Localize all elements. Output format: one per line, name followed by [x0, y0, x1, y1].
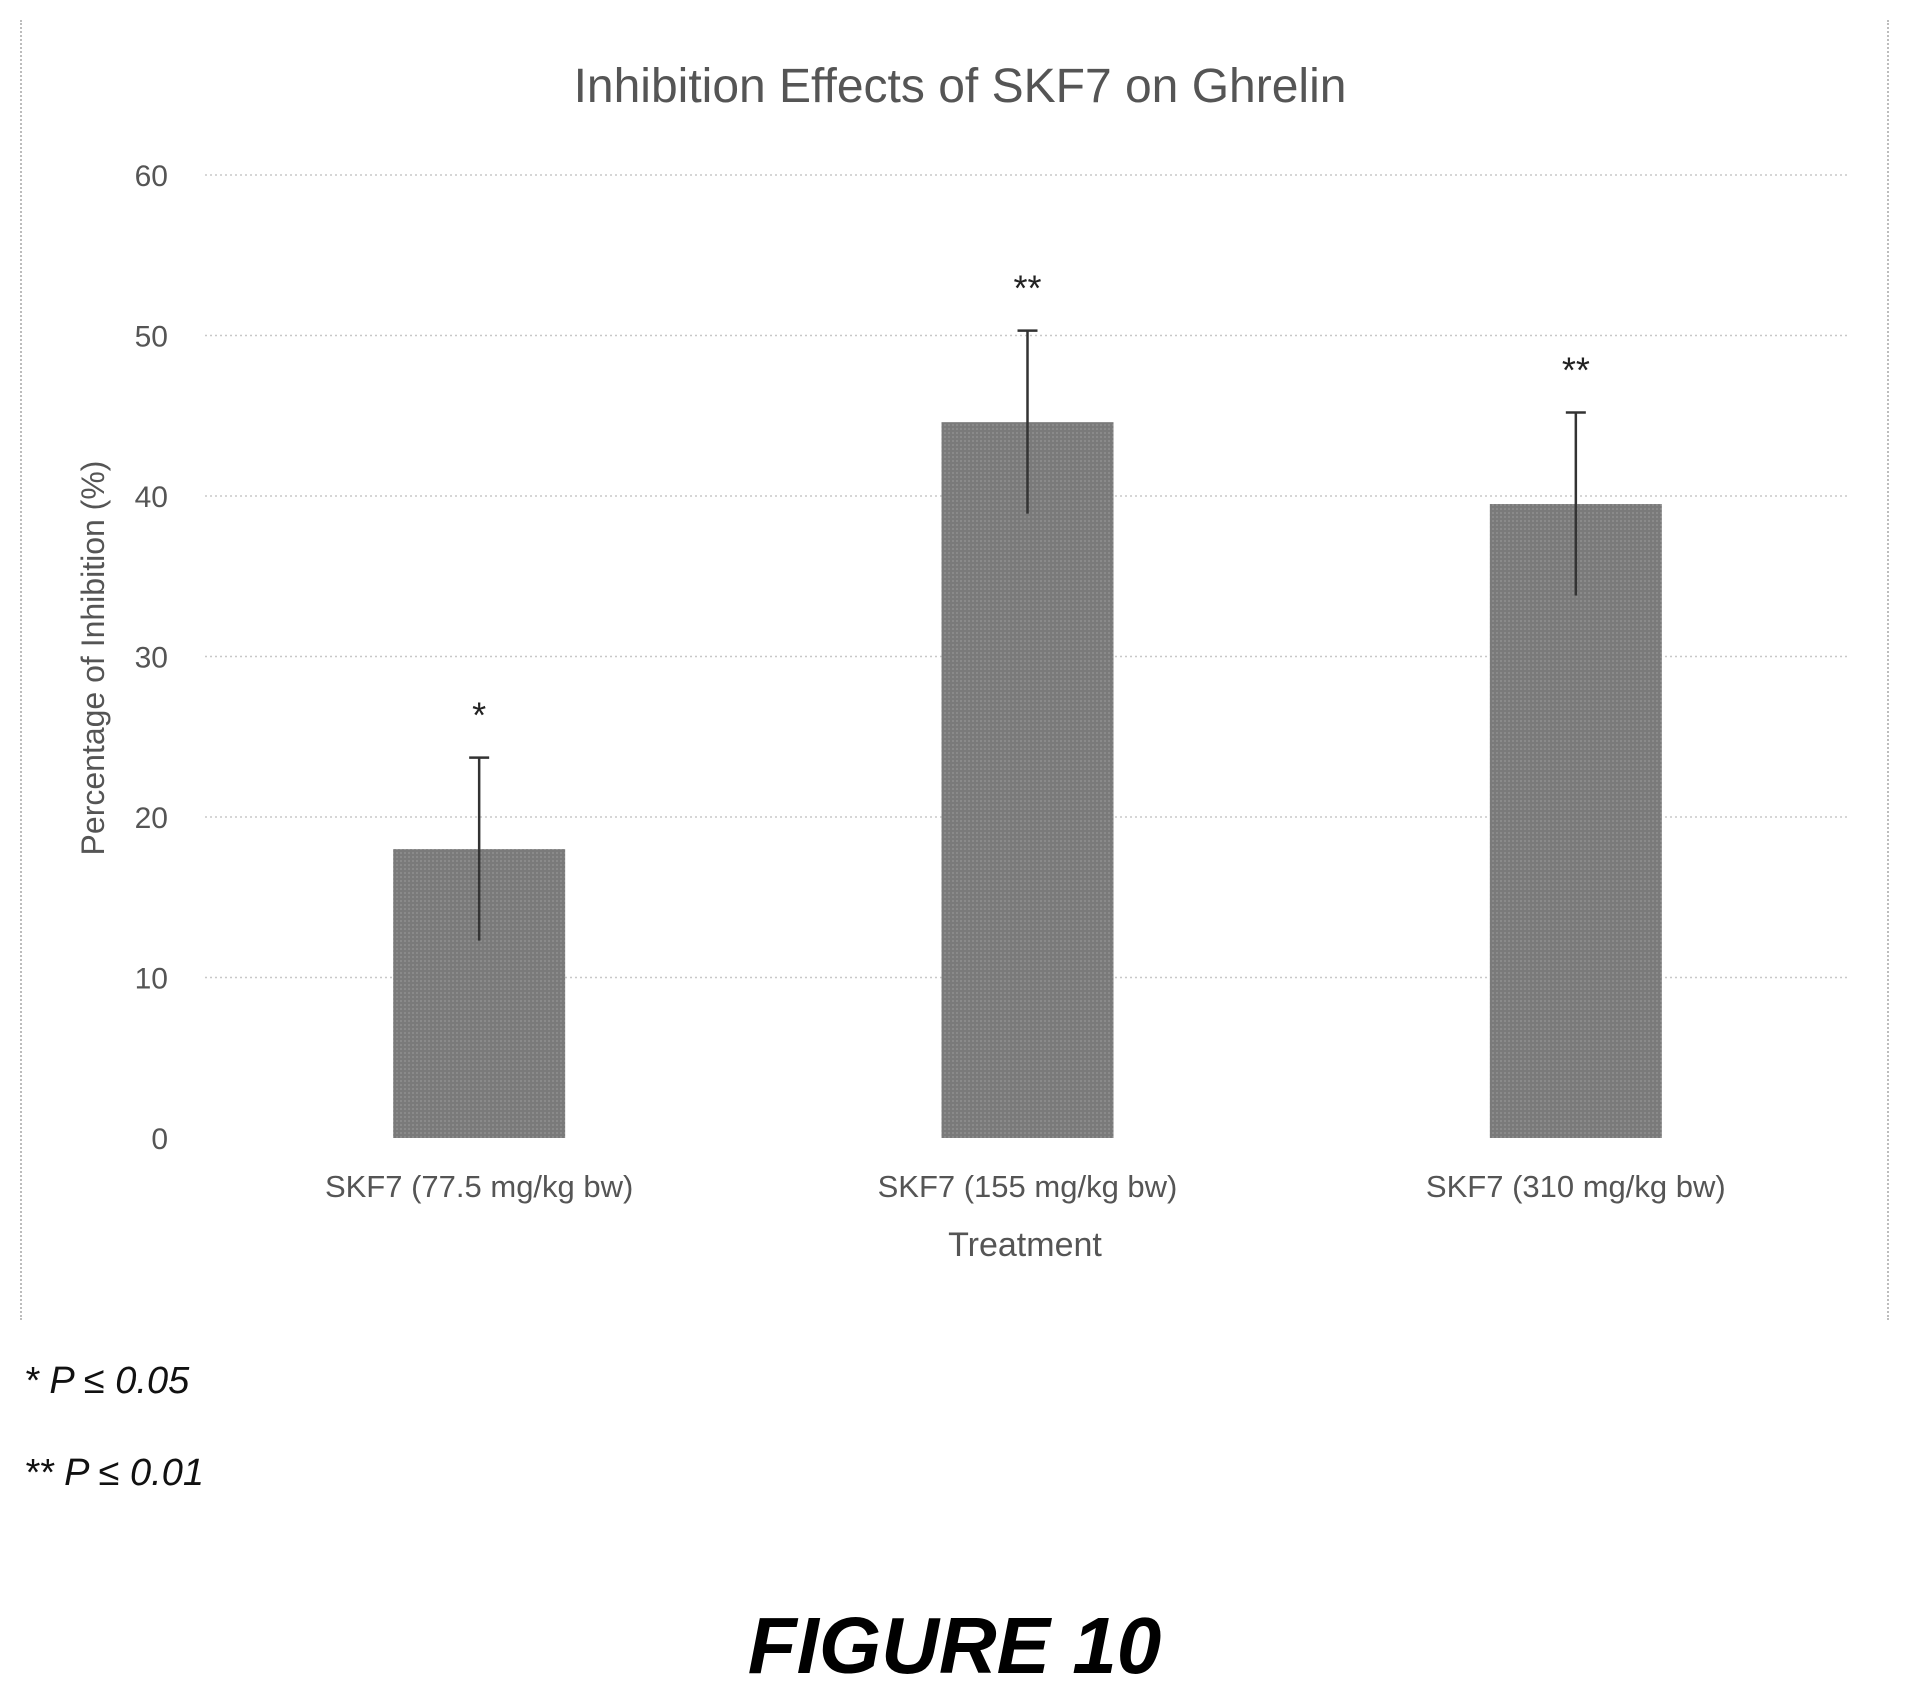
x-tick-label: SKF7 (77.5 mg/kg bw) [325, 1169, 633, 1204]
x-tick-label: SKF7 (155 mg/kg bw) [878, 1169, 1178, 1204]
significance-note-1: * P ≤ 0.05 [24, 1360, 190, 1402]
y-tick-label: 30 [135, 642, 168, 675]
bars: ***** [393, 268, 1662, 1138]
x-tick-label: SKF7 (310 mg/kg bw) [1426, 1169, 1726, 1204]
y-tick-label: 0 [151, 1123, 168, 1156]
x-axis-ticks: SKF7 (77.5 mg/kg bw) SKF7 (155 mg/kg bw) S… [325, 1169, 1726, 1204]
y-tick-label: 50 [135, 321, 168, 354]
chart-title: Inhibition Effects of SKF7 on Ghrelin [574, 60, 1347, 113]
figure-label: FIGURE 10 [747, 1601, 1162, 1690]
y-tick-label: 60 [135, 160, 168, 193]
bar [1489, 504, 1662, 1138]
significance-note-2: ** P ≤ 0.01 [24, 1452, 204, 1494]
y-tick-label: 10 [135, 963, 168, 996]
x-axis-label: Treatment [948, 1226, 1102, 1264]
significance-marker: ** [1013, 268, 1041, 309]
y-axis-ticks: 0 10 20 30 40 50 60 [135, 160, 168, 1156]
bar [941, 422, 1114, 1138]
y-axis-label: Percentage of Inhibition (%) [75, 461, 111, 856]
y-tick-label: 20 [135, 802, 168, 835]
bar-chart: Inhibition Effects of SKF7 on Ghrelin 0 1… [75, 60, 1850, 1264]
significance-marker: * [472, 695, 486, 736]
significance-marker: ** [1562, 350, 1590, 391]
chart-frame [20, 20, 1889, 1320]
y-tick-label: 40 [135, 481, 168, 514]
